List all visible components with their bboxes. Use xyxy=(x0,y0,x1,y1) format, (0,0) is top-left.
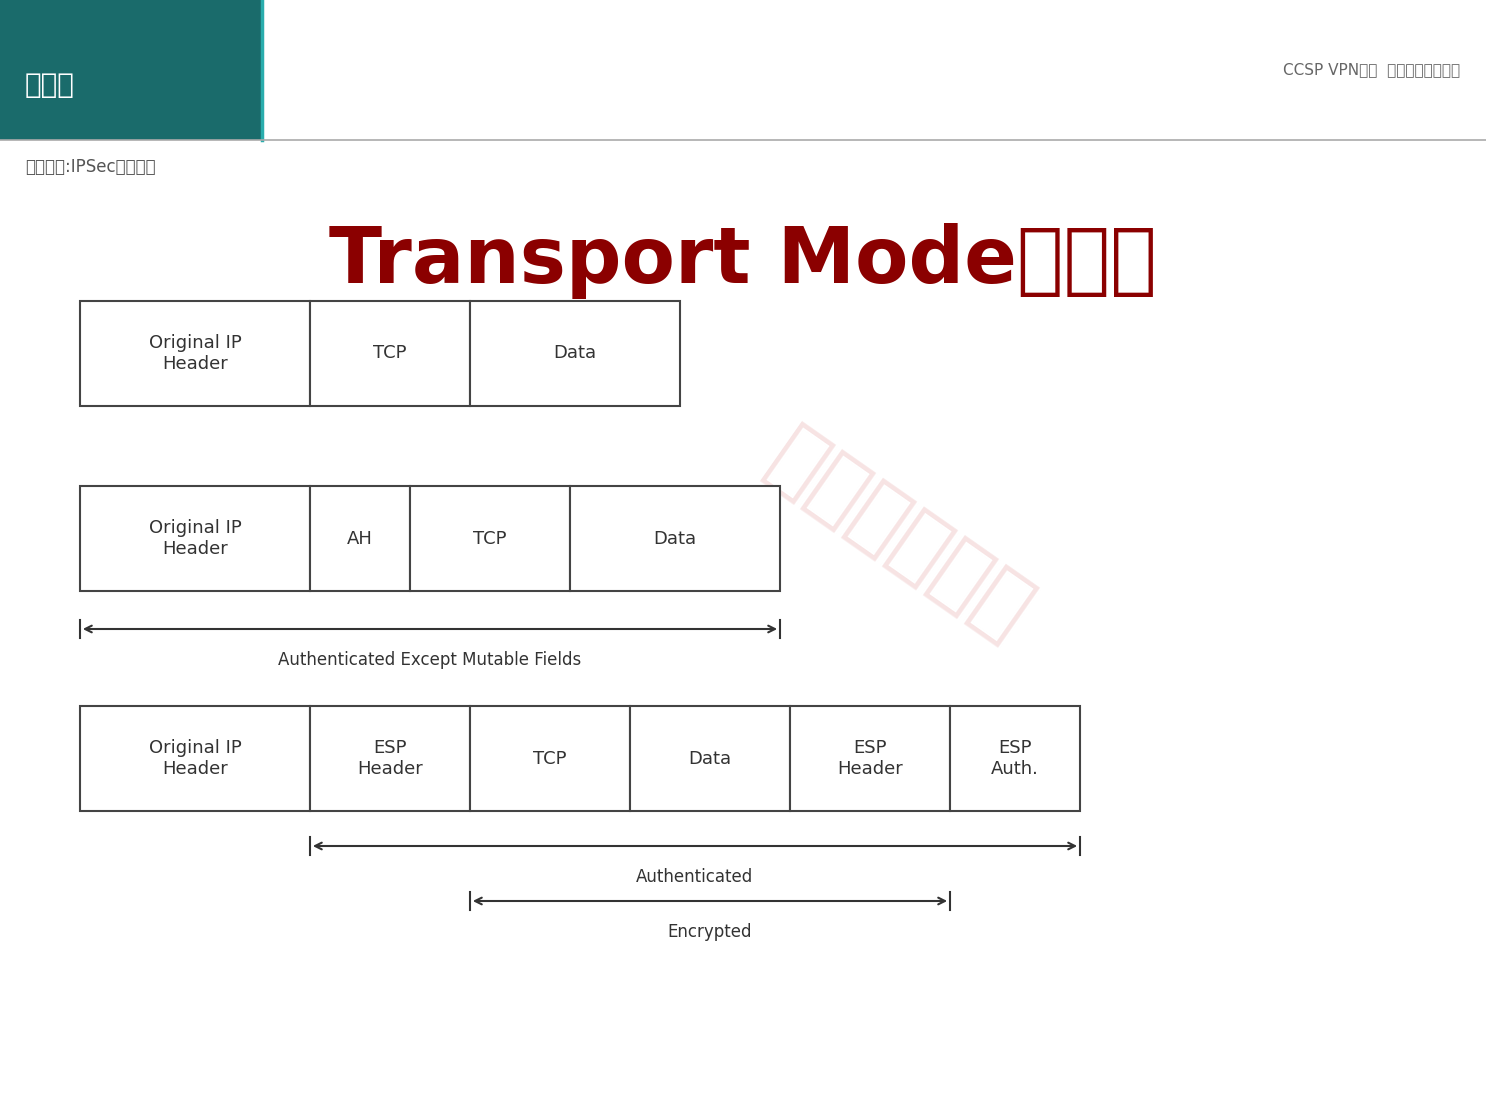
Bar xyxy=(80,706,311,811)
Bar xyxy=(630,706,791,811)
Text: AH: AH xyxy=(348,529,373,548)
Bar xyxy=(80,301,311,406)
Bar xyxy=(791,706,950,811)
FancyBboxPatch shape xyxy=(0,0,262,140)
Text: ESP
Header: ESP Header xyxy=(837,739,903,778)
Text: 现任明教教主: 现任明教教主 xyxy=(753,416,1046,655)
Text: Original IP
Header: Original IP Header xyxy=(149,334,241,373)
Bar xyxy=(410,485,571,591)
Text: ESP
Auth.: ESP Auth. xyxy=(991,739,1039,778)
Text: 第二天: 第二天 xyxy=(25,71,74,99)
Text: Original IP
Header: Original IP Header xyxy=(149,519,241,558)
Text: Authenticated: Authenticated xyxy=(636,868,753,886)
Text: Encrypted: Encrypted xyxy=(667,923,752,941)
Text: 第二部分:IPSec基本理论: 第二部分:IPSec基本理论 xyxy=(25,158,156,176)
Bar xyxy=(80,485,311,591)
Bar xyxy=(311,706,470,811)
Bar xyxy=(470,301,681,406)
Bar xyxy=(311,301,470,406)
Text: Transport Mode示意图: Transport Mode示意图 xyxy=(328,223,1158,299)
Text: Data: Data xyxy=(654,529,697,548)
Text: Data: Data xyxy=(688,750,731,768)
Bar xyxy=(470,706,630,811)
Text: CCSP VPN理论  现任明教教主出品: CCSP VPN理论 现任明教教主出品 xyxy=(1282,62,1461,77)
Bar xyxy=(950,706,1080,811)
Bar xyxy=(571,485,780,591)
Text: Original IP
Header: Original IP Header xyxy=(149,739,241,778)
Text: TCP: TCP xyxy=(373,345,407,363)
Text: TCP: TCP xyxy=(533,750,566,768)
Text: Data: Data xyxy=(553,345,596,363)
Text: Authenticated Except Mutable Fields: Authenticated Except Mutable Fields xyxy=(278,651,581,668)
Text: TCP: TCP xyxy=(473,529,507,548)
Bar xyxy=(311,485,410,591)
Text: ESP
Header: ESP Header xyxy=(357,739,424,778)
